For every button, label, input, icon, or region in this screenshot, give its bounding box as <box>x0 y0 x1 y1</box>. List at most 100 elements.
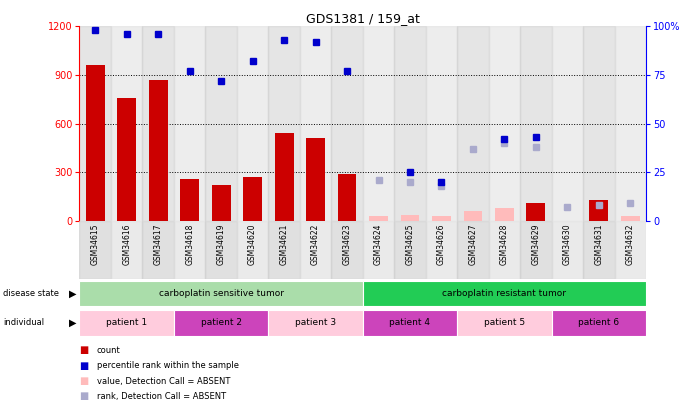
Bar <box>86 65 104 221</box>
Bar <box>174 310 268 336</box>
Bar <box>369 216 388 221</box>
Bar <box>395 221 426 279</box>
Text: patient 3: patient 3 <box>295 318 336 328</box>
Text: GSM34629: GSM34629 <box>531 224 540 265</box>
Text: GSM34620: GSM34620 <box>248 224 257 265</box>
Bar <box>79 221 111 279</box>
Bar <box>457 221 489 279</box>
Bar <box>211 185 231 221</box>
Bar <box>464 211 482 221</box>
Bar <box>457 310 551 336</box>
Bar <box>274 133 294 221</box>
Bar <box>395 26 426 221</box>
Text: ▶: ▶ <box>68 318 76 328</box>
Bar <box>117 98 136 221</box>
Bar <box>174 26 205 221</box>
Bar <box>457 26 489 221</box>
Bar <box>432 216 451 221</box>
Bar <box>142 26 174 221</box>
Bar <box>180 179 199 221</box>
Bar <box>363 221 395 279</box>
Bar <box>79 26 111 221</box>
Text: GSM34618: GSM34618 <box>185 224 194 265</box>
Bar <box>79 281 363 306</box>
Text: count: count <box>97 346 120 355</box>
Text: disease state: disease state <box>3 289 59 298</box>
Text: GSM34616: GSM34616 <box>122 224 131 265</box>
Bar <box>79 310 174 336</box>
Bar <box>268 26 300 221</box>
Text: ■: ■ <box>79 361 88 371</box>
Bar <box>363 310 457 336</box>
Text: patient 5: patient 5 <box>484 318 525 328</box>
Text: percentile rank within the sample: percentile rank within the sample <box>97 361 238 370</box>
Text: patient 6: patient 6 <box>578 318 619 328</box>
Bar <box>426 26 457 221</box>
Bar <box>363 281 646 306</box>
Bar <box>268 310 363 336</box>
Text: ■: ■ <box>79 345 88 355</box>
Bar <box>495 208 514 221</box>
Text: ■: ■ <box>79 392 88 401</box>
Text: GSM34619: GSM34619 <box>216 224 226 265</box>
Text: GSM34630: GSM34630 <box>563 224 572 265</box>
Bar <box>149 80 168 221</box>
Title: GDS1381 / 159_at: GDS1381 / 159_at <box>306 12 419 25</box>
Bar <box>489 221 520 279</box>
Text: patient 1: patient 1 <box>106 318 147 328</box>
Bar <box>111 221 142 279</box>
Bar <box>338 174 357 221</box>
Bar <box>583 26 614 221</box>
Bar <box>237 221 268 279</box>
Bar <box>142 221 174 279</box>
Bar <box>527 203 545 221</box>
Text: GSM34626: GSM34626 <box>437 224 446 265</box>
Bar <box>401 215 419 221</box>
Bar <box>589 200 608 221</box>
Text: GSM34622: GSM34622 <box>311 224 320 265</box>
Bar <box>614 26 646 221</box>
Bar <box>237 26 268 221</box>
Text: GSM34615: GSM34615 <box>91 224 100 265</box>
Bar <box>268 221 300 279</box>
Bar <box>551 310 646 336</box>
Text: carboplatin sensitive tumor: carboplatin sensitive tumor <box>159 289 283 298</box>
Bar <box>205 221 237 279</box>
Text: carboplatin resistant tumor: carboplatin resistant tumor <box>442 289 567 298</box>
Text: ■: ■ <box>79 376 88 386</box>
Text: individual: individual <box>3 318 45 328</box>
Text: patient 2: patient 2 <box>200 318 242 328</box>
Bar <box>583 221 614 279</box>
Bar <box>363 26 395 221</box>
Bar <box>205 26 237 221</box>
Bar <box>331 221 363 279</box>
Text: rank, Detection Call = ABSENT: rank, Detection Call = ABSENT <box>97 392 226 401</box>
Bar <box>300 221 331 279</box>
Bar <box>551 26 583 221</box>
Text: GSM34632: GSM34632 <box>626 224 635 265</box>
Text: GSM34624: GSM34624 <box>374 224 383 265</box>
Bar <box>614 221 646 279</box>
Bar <box>111 26 142 221</box>
Bar <box>489 26 520 221</box>
Bar <box>426 221 457 279</box>
Text: GSM34621: GSM34621 <box>280 224 289 265</box>
Text: patient 4: patient 4 <box>390 318 430 328</box>
Bar <box>174 221 205 279</box>
Bar <box>300 26 331 221</box>
Bar <box>520 26 551 221</box>
Bar <box>243 177 262 221</box>
Text: GSM34631: GSM34631 <box>594 224 603 265</box>
Bar <box>331 26 363 221</box>
Text: GSM34623: GSM34623 <box>343 224 352 265</box>
Bar <box>306 138 325 221</box>
Text: GSM34617: GSM34617 <box>153 224 162 265</box>
Bar <box>551 221 583 279</box>
Bar <box>621 216 640 221</box>
Text: ▶: ▶ <box>68 289 76 298</box>
Text: GSM34628: GSM34628 <box>500 224 509 265</box>
Bar <box>520 221 551 279</box>
Text: GSM34625: GSM34625 <box>406 224 415 265</box>
Text: GSM34627: GSM34627 <box>468 224 477 265</box>
Text: value, Detection Call = ABSENT: value, Detection Call = ABSENT <box>97 377 230 386</box>
